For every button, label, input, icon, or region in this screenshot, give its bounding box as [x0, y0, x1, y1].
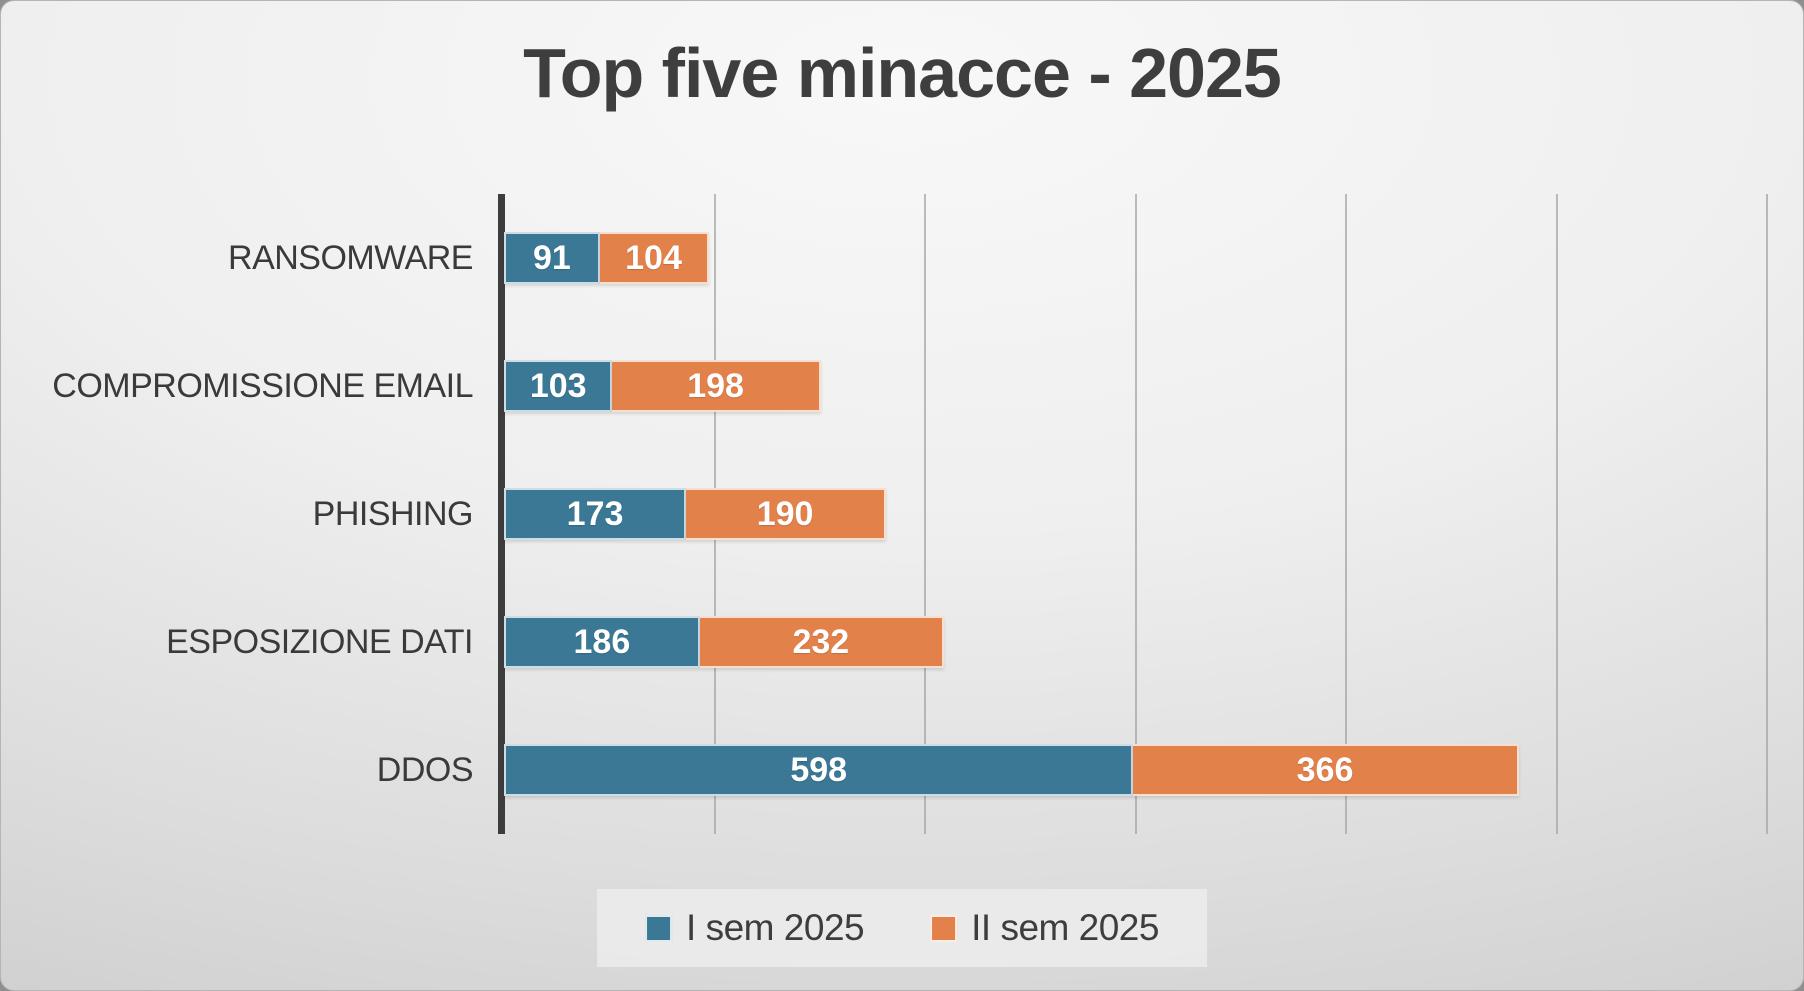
bar-stack: 91 104 — [504, 232, 710, 284]
bar-value-label: 190 — [756, 494, 814, 533]
legend-item: I sem 2025 — [645, 907, 865, 949]
bar-segment-ii-sem-2025: 366 — [1133, 744, 1519, 796]
bar-value-label: 198 — [687, 366, 744, 405]
bar-row: 598 366 — [504, 706, 1767, 834]
bar-row: 91 104 — [504, 194, 1767, 322]
plot-area: 91 104 103 198 173 190 186 232 598 366 — [498, 194, 1768, 834]
legend-item: II sem 2025 — [930, 907, 1159, 949]
category-label: COMPROMISSIONE EMAIL — [52, 366, 473, 405]
bar-value-label: 232 — [792, 622, 850, 661]
gridline — [1345, 194, 1347, 834]
bar-segment-i-sem-2025: 598 — [504, 744, 1134, 796]
bar-segment-i-sem-2025: 103 — [504, 360, 613, 412]
bar-segment-ii-sem-2025: 232 — [699, 616, 944, 668]
legend-swatch-icon — [645, 914, 673, 942]
gridline — [1134, 194, 1137, 834]
gridline — [1766, 194, 1768, 834]
bar-value-label: 103 — [529, 366, 587, 405]
bar-value-label: 366 — [1296, 750, 1354, 789]
bar-segment-ii-sem-2025: 104 — [599, 232, 710, 284]
bar-segment-i-sem-2025: 91 — [504, 232, 600, 284]
legend-swatch-icon — [930, 914, 958, 942]
legend: I sem 2025 II sem 2025 — [597, 889, 1207, 967]
category-axis-labels: RANSOMWARE COMPROMISSIONE EMAIL PHISHING ES… — [1, 194, 473, 834]
bar-value-label: 186 — [573, 622, 631, 661]
bar-value-label: 173 — [566, 494, 624, 533]
legend-label: I sem 2025 — [686, 907, 865, 948]
gridline — [1555, 194, 1558, 834]
bar-segment-i-sem-2025: 186 — [504, 616, 700, 668]
chart-title: Top five minacce - 2025 — [523, 34, 1282, 112]
bar-segment-i-sem-2025: 173 — [504, 488, 687, 540]
category-label: ESPOSIZIONE DATI — [166, 622, 473, 661]
gridline — [924, 194, 926, 834]
bar-row: 103 198 — [504, 322, 1767, 450]
bar-stack: 103 198 — [504, 360, 821, 412]
bar-stack: 598 366 — [504, 744, 1519, 796]
bar-row: 186 232 — [504, 578, 1767, 706]
legend-label: II sem 2025 — [971, 907, 1159, 948]
bar-segment-ii-sem-2025: 198 — [612, 360, 821, 412]
category-label: RANSOMWARE — [228, 238, 473, 277]
bar-value-label: 104 — [625, 238, 682, 277]
bar-segment-ii-sem-2025: 190 — [686, 488, 887, 540]
category-label: DDOS — [376, 750, 474, 789]
value-axis-zero-line — [498, 194, 505, 834]
bar-value-label: 598 — [790, 750, 848, 789]
bar-row: 173 190 — [504, 450, 1767, 578]
category-label: PHISHING — [312, 494, 474, 533]
bar-stack: 186 232 — [504, 616, 944, 668]
bar-stack: 173 190 — [504, 488, 887, 540]
bar-value-label: 91 — [532, 238, 571, 277]
